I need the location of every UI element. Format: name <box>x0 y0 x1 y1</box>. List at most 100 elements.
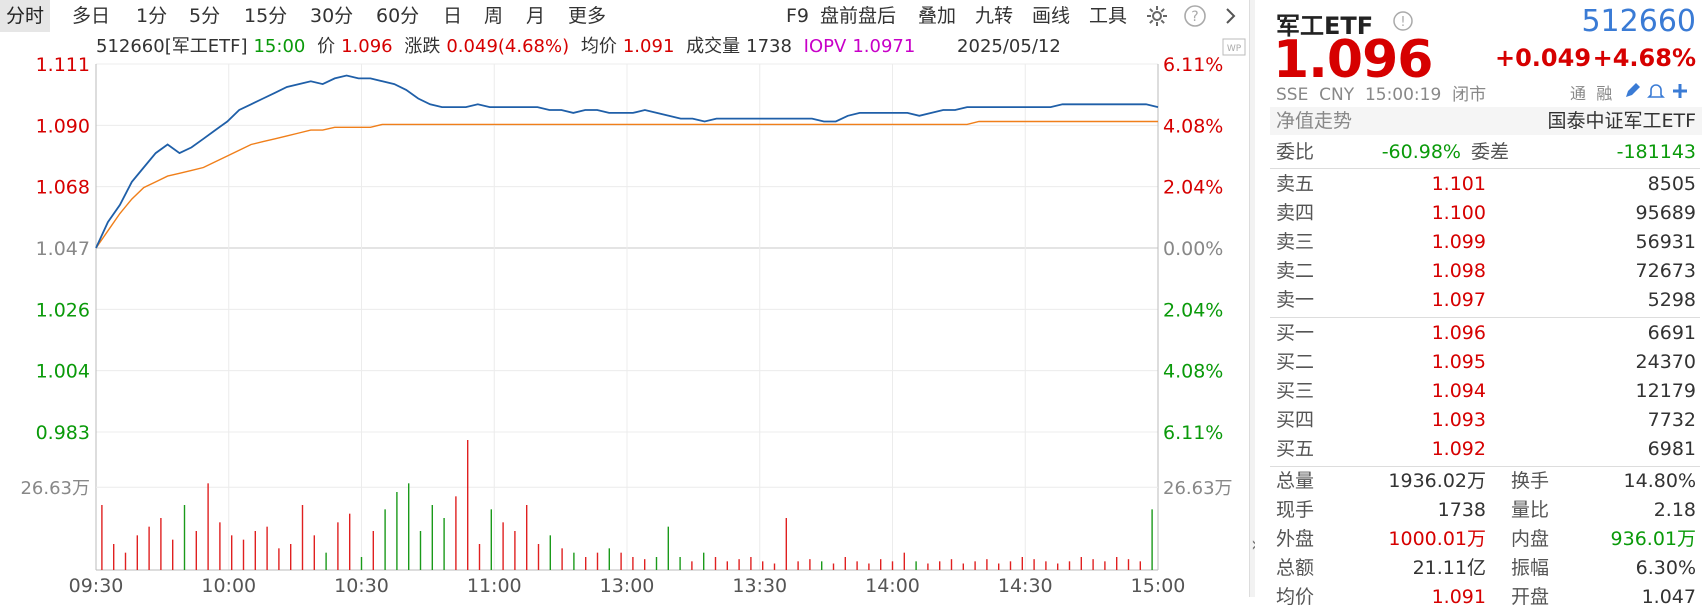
help-icon[interactable]: ? <box>1183 4 1207 28</box>
tab-5min[interactable]: 5分 <box>189 5 221 27</box>
y-tick-label-left: 1.004 <box>36 361 90 383</box>
level-label: 卖五 <box>1276 173 1315 195</box>
stat-label: 均价 <box>1276 586 1315 608</box>
stat-value: 6.30% <box>1635 557 1696 579</box>
tab-15min[interactable]: 15分 <box>244 5 288 27</box>
tab-month[interactable]: 月 <box>526 5 546 27</box>
overlay-button[interactable]: 叠加 <box>918 5 957 27</box>
level-label: 卖四 <box>1276 202 1315 224</box>
x-tick-label: 10:30 <box>334 575 389 597</box>
stat-label: 换手 <box>1511 470 1550 492</box>
stat-value: 936.01万 <box>1610 528 1696 550</box>
stat-value: 1738 <box>1437 499 1486 521</box>
tab-multiday[interactable]: 多日 <box>72 5 111 27</box>
quote-panel: 军工ETF ! 512660 1.096 +0.049 +4.68% SSE C… <box>1255 0 1704 608</box>
add-icon[interactable] <box>1671 82 1689 100</box>
chart-grid: 26.63万 26.63万 <box>20 63 1233 571</box>
x-tick-label: 10:00 <box>201 575 256 597</box>
quote-info-line: 512660[军工ETF] 15:00 价 1.096 涨跌 0.049(4.68%)… <box>96 33 1067 61</box>
price-label: 价 <box>317 36 336 57</box>
volume-value: 1738 <box>746 36 792 57</box>
tab-60min[interactable]: 60分 <box>376 5 420 27</box>
currency: CNY <box>1319 85 1355 105</box>
x-tick-label: 15:00 <box>1131 575 1186 597</box>
level-price: 1.098 <box>1431 260 1486 282</box>
stats-row: 总量 1936.02万 换手 14.80% <box>1276 467 1696 496</box>
stat-label: 外盘 <box>1276 528 1315 550</box>
buy-level-row: 买一 1.096 6691 <box>1276 319 1696 348</box>
price-value: 1.096 <box>341 36 393 57</box>
level-volume: 6981 <box>1647 438 1696 460</box>
nav-trend-bar[interactable]: 净值走势 国泰中证军工ETF <box>1270 107 1702 135</box>
level-volume: 56931 <box>1635 231 1696 253</box>
chevron-right-icon[interactable] <box>1218 4 1242 28</box>
level-label: 买五 <box>1276 438 1315 460</box>
stat-value: 2.18 <box>1653 499 1696 521</box>
sell-level-row: 卖四 1.100 95689 <box>1276 199 1696 228</box>
x-tick-label: 13:00 <box>600 575 655 597</box>
x-tick-label: 14:00 <box>865 575 920 597</box>
trading-tags: 通 融 <box>1570 80 1612 104</box>
level-label: 买四 <box>1276 409 1315 431</box>
x-tick-label: 11:00 <box>467 575 522 597</box>
stat-label: 现手 <box>1276 499 1315 521</box>
nine-turn-button[interactable]: 九转 <box>975 5 1014 27</box>
tab-more[interactable]: 更多 <box>568 5 607 27</box>
stat-label: 开盘 <box>1511 586 1550 608</box>
pre-after-market-button[interactable]: 盘前盘后 <box>820 5 897 27</box>
weibi-label: 委比 <box>1276 141 1315 163</box>
bell-icon[interactable] <box>1647 82 1665 100</box>
level-volume: 12179 <box>1635 380 1696 402</box>
y-tick-label-right: 6.11% <box>1163 56 1223 76</box>
tag-rong: 融 <box>1596 84 1613 103</box>
x-tick-label: 09:30 <box>69 575 124 597</box>
level-volume: 5298 <box>1647 289 1696 311</box>
quote-time: 15:00:19 <box>1364 85 1442 105</box>
level-price: 1.099 <box>1431 231 1486 253</box>
y-tick-label-right: 0.00% <box>1163 238 1223 260</box>
level-volume: 24370 <box>1635 351 1696 373</box>
period-toolbar: 分时 多日 1分 5分 15分 30分 60分 日 周 月 更多 F9 盘前盘后… <box>0 0 1250 32</box>
tab-1min[interactable]: 1分 <box>136 5 168 27</box>
level-price: 1.093 <box>1431 409 1486 431</box>
stat-value: 1.091 <box>1431 586 1486 608</box>
level-volume: 7732 <box>1647 409 1696 431</box>
sell-level-row: 卖一 1.097 5298 <box>1276 286 1696 315</box>
y-tick-label-right: 6.11% <box>1163 422 1223 444</box>
pencil-icon[interactable] <box>1623 82 1641 100</box>
market-status-line: SSE CNY 15:00:19 闭市 <box>1276 80 1486 105</box>
tab-30min[interactable]: 30分 <box>310 5 354 27</box>
stat-value: 14.80% <box>1623 470 1696 492</box>
fund-full-name[interactable]: 国泰中证军工ETF <box>1547 110 1696 132</box>
stat-value: 1.047 <box>1641 586 1696 608</box>
fund-code: 512660 <box>1581 4 1696 39</box>
stat-label: 量比 <box>1511 499 1550 521</box>
level-price: 1.097 <box>1431 289 1486 311</box>
weibi-value: -60.98% <box>1381 141 1461 163</box>
iopv-value: 1.0971 <box>852 36 916 57</box>
level-label: 卖一 <box>1276 289 1315 311</box>
panel-splitter[interactable] <box>1249 0 1256 597</box>
tab-day[interactable]: 日 <box>443 5 463 27</box>
level-label: 买三 <box>1276 380 1315 402</box>
draw-line-button[interactable]: 画线 <box>1032 5 1071 27</box>
svg-text:?: ? <box>1191 9 1198 25</box>
level-label: 卖二 <box>1276 260 1315 282</box>
level-price: 1.100 <box>1431 202 1486 224</box>
y-tick-label-left: 1.047 <box>36 238 90 260</box>
level-volume: 8505 <box>1647 173 1696 195</box>
tab-week[interactable]: 周 <box>484 5 504 27</box>
tab-timeshare[interactable]: 分时 <box>0 0 51 32</box>
quote-date: 2025/05/12 <box>957 36 1061 57</box>
avg-label: 均价 <box>580 36 617 57</box>
level-price: 1.094 <box>1431 380 1486 402</box>
gear-icon[interactable] <box>1145 4 1169 28</box>
f9-button[interactable]: F9 <box>786 5 810 27</box>
y-tick-label-right: 2.04% <box>1163 177 1223 199</box>
tools-button[interactable]: 工具 <box>1089 5 1128 27</box>
info-icon[interactable]: ! <box>1392 10 1414 32</box>
stats-row: 现手 1738 量比 2.18 <box>1276 496 1696 525</box>
y-tick-label-right: 2.04% <box>1163 299 1223 321</box>
intraday-chart[interactable]: 26.63万 26.63万 1.1111.0901.0681.0471.0261.… <box>0 56 1250 597</box>
level-label: 买一 <box>1276 322 1315 344</box>
